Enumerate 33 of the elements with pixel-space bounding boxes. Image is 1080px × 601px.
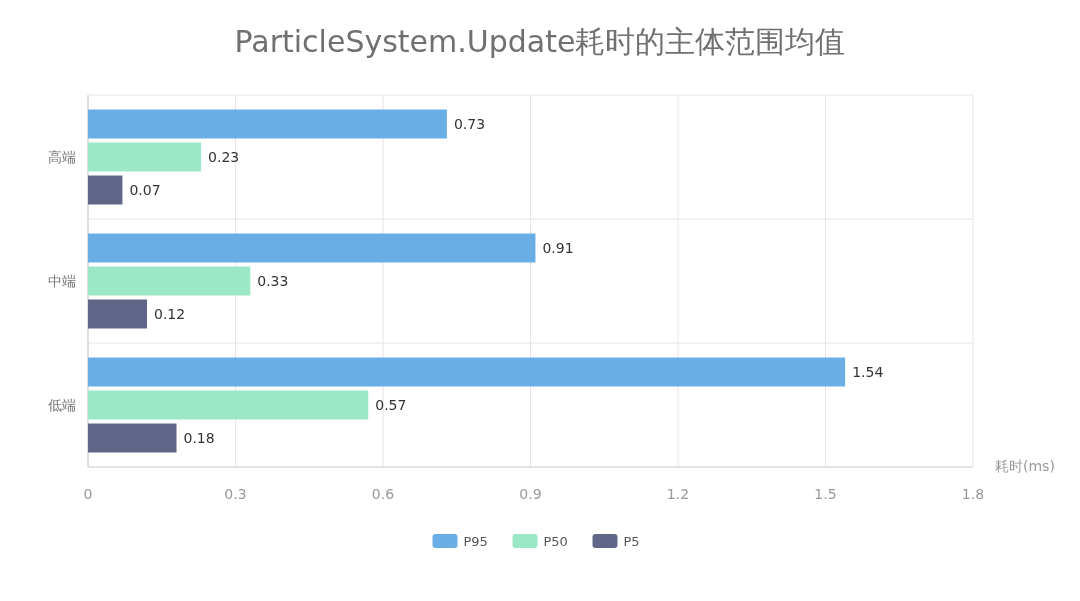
data-label: 0.23 bbox=[208, 149, 240, 165]
data-label: 0.91 bbox=[542, 240, 574, 256]
bar bbox=[88, 109, 447, 139]
ytick: 中端 bbox=[48, 273, 76, 289]
xlabel: 耗时(ms) bbox=[995, 458, 1055, 474]
xtick: 0 bbox=[83, 486, 93, 502]
bar bbox=[88, 233, 536, 263]
legend-label: P95 bbox=[463, 534, 488, 549]
xtick: 1.2 bbox=[666, 486, 690, 502]
title: ParticleSystem.Update耗时的主体范围均值 bbox=[234, 24, 846, 59]
bar bbox=[88, 357, 846, 387]
data-label: 0.33 bbox=[257, 273, 289, 289]
ytick: 高端 bbox=[48, 149, 76, 165]
xtick: 1.5 bbox=[814, 486, 837, 502]
legend-label: P50 bbox=[543, 534, 568, 549]
bar bbox=[88, 390, 369, 420]
data-label: 0.73 bbox=[453, 116, 486, 132]
xtick: 1.8 bbox=[961, 486, 985, 502]
data-label: 0.07 bbox=[129, 182, 161, 198]
data-label: 1.54 bbox=[852, 364, 884, 380]
bar bbox=[88, 299, 147, 329]
xtick: 0.9 bbox=[519, 486, 542, 502]
data-label: 0.12 bbox=[154, 306, 186, 322]
xtick: 0.6 bbox=[371, 486, 395, 502]
data-label: 0.57 bbox=[375, 397, 407, 413]
xtick: 0.3 bbox=[224, 486, 247, 502]
data-label: 0.18 bbox=[183, 430, 215, 446]
bar bbox=[88, 266, 251, 296]
bar bbox=[88, 423, 177, 453]
ytick: 低端 bbox=[48, 397, 76, 413]
bar bbox=[88, 142, 202, 172]
bar bbox=[88, 175, 123, 205]
legend-label: P5 bbox=[623, 534, 640, 549]
